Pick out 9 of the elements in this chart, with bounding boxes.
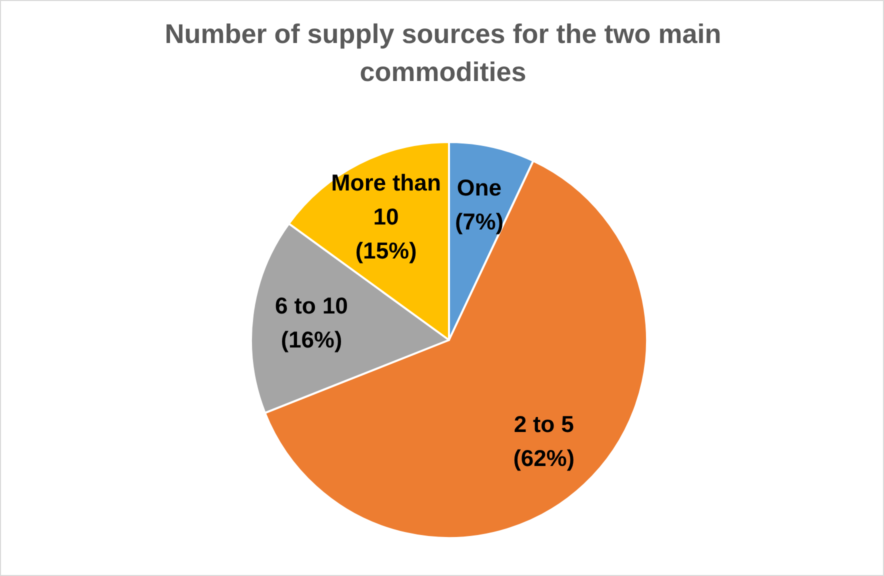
chart-title: Number of supply sources for the two main commodities — [164, 18, 722, 89]
data-label: (15%) — [355, 238, 417, 264]
slice-label: 2 to 5 — [514, 411, 574, 438]
slice-label: More than 10 — [331, 170, 442, 230]
slice-label: 6 to 10 — [275, 292, 348, 319]
data-label: (16%) — [280, 326, 342, 353]
data-label: (7%) — [454, 208, 504, 235]
data-label: (62%) — [513, 445, 575, 472]
slice-label: One — [456, 174, 502, 201]
